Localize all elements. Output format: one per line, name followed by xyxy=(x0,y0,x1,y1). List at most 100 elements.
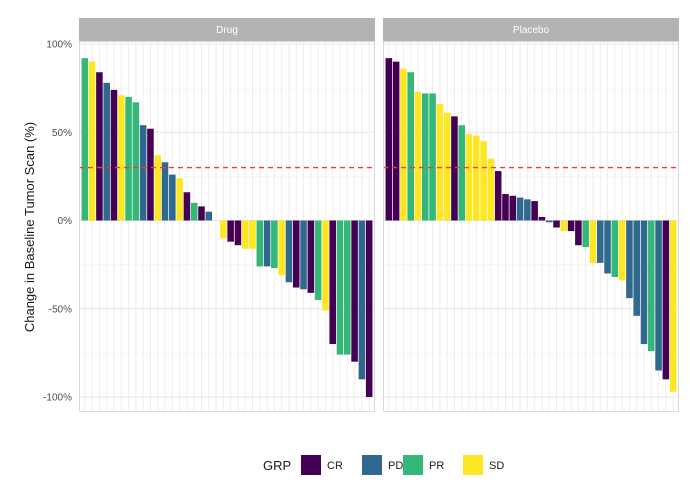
bar-sd xyxy=(249,220,256,249)
bar-sd xyxy=(465,134,473,221)
bar-pr xyxy=(190,202,198,221)
bar-cr xyxy=(227,220,234,242)
bar-cr xyxy=(183,192,191,221)
bar-pr xyxy=(648,220,655,352)
legend-item-pr: PR xyxy=(403,455,444,475)
legend-swatch xyxy=(362,455,382,475)
bar-sd xyxy=(154,155,162,221)
bar-cr xyxy=(662,220,670,380)
facet-strip-label: Placebo xyxy=(513,25,550,36)
bar-sd xyxy=(487,158,495,221)
facet-strip xyxy=(79,18,375,41)
bar-pr xyxy=(582,220,589,247)
bar-pd xyxy=(103,82,110,221)
bar-sd xyxy=(118,95,125,221)
bar-cr xyxy=(96,72,103,221)
legend: GRP CR PD PR SD xyxy=(263,455,504,475)
bar-pd xyxy=(300,220,307,290)
bar-cr xyxy=(451,116,458,221)
bar-sd xyxy=(88,61,96,221)
legend-swatch xyxy=(301,455,321,475)
bar-sd xyxy=(473,135,480,221)
bar-cr xyxy=(494,171,502,221)
bar-pd xyxy=(139,125,147,221)
y-axis-title: Change in Baseline Tumor Scan (%) xyxy=(22,122,37,332)
bar-sd xyxy=(241,220,249,249)
legend-label: PR xyxy=(429,460,444,472)
bar-cr xyxy=(307,220,315,293)
bars xyxy=(81,58,373,397)
bar-pd xyxy=(358,220,366,380)
y-axis: 100% 50% 0% -50% -100% xyxy=(43,40,72,404)
bar-pd xyxy=(524,199,531,221)
panel-border xyxy=(79,41,375,412)
legend-label: PD xyxy=(388,460,403,472)
y-tick-label: 50% xyxy=(52,128,72,139)
bar-pd xyxy=(640,220,648,345)
facet-strip xyxy=(383,18,679,41)
y-tick-label: 100% xyxy=(46,40,72,51)
bar-pd xyxy=(596,220,604,263)
bar-sd xyxy=(443,112,451,221)
bar-pr xyxy=(256,220,264,267)
bar-cr xyxy=(351,220,358,362)
bar-sd xyxy=(220,220,227,239)
bar-sd xyxy=(436,104,444,221)
bar-cr xyxy=(575,220,582,246)
bar-cr xyxy=(365,220,373,397)
bar-cr xyxy=(392,61,400,221)
bar-cr xyxy=(502,194,509,221)
bar-pd xyxy=(655,220,662,371)
bar-sd xyxy=(400,68,407,221)
bar-cr xyxy=(509,195,517,221)
bar-cr xyxy=(110,89,118,221)
y-tick-label: 0% xyxy=(58,216,73,227)
bar-pr xyxy=(132,102,140,221)
facet-panel-placebo: Placebo xyxy=(383,18,679,412)
bar-sd xyxy=(480,141,487,221)
y-tick-label: -100% xyxy=(43,393,72,404)
legend-title: GRP xyxy=(263,458,291,473)
bar-pd xyxy=(626,220,633,299)
bar-sd xyxy=(278,220,285,276)
bar-pr xyxy=(429,93,436,221)
legend-item-cr: CR xyxy=(301,455,343,475)
bar-pd xyxy=(263,220,271,267)
bar-pr xyxy=(271,220,278,269)
bars xyxy=(385,58,677,392)
bar-sd xyxy=(176,178,183,221)
bar-pd xyxy=(205,211,213,221)
bar-pr xyxy=(458,125,466,221)
bar-cr xyxy=(567,220,575,232)
bar-pd xyxy=(516,197,524,221)
bar-pr xyxy=(344,220,351,355)
bar-sd xyxy=(589,220,597,263)
legend-item-sd: SD xyxy=(463,455,504,475)
legend-swatch xyxy=(463,455,483,475)
bar-pd xyxy=(633,220,640,316)
bar-pd xyxy=(545,220,553,223)
bar-cr xyxy=(292,220,300,288)
bar-pr xyxy=(336,220,344,355)
facet-panel-drug: Drug xyxy=(79,18,375,412)
bar-cr xyxy=(234,220,242,246)
bar-cr xyxy=(329,220,336,345)
legend-item-pd: PD xyxy=(362,455,403,475)
facet-strip-label: Drug xyxy=(216,25,238,36)
legend-label: SD xyxy=(489,460,504,472)
bar-pr xyxy=(422,93,429,221)
legend-swatch xyxy=(403,455,423,475)
bar-cr xyxy=(538,216,546,221)
bar-pr xyxy=(314,220,322,300)
bar-cr xyxy=(198,206,205,221)
bar-cr xyxy=(553,220,560,228)
bar-pd xyxy=(169,174,176,221)
bar-pr xyxy=(611,220,619,277)
bar-cr xyxy=(147,128,154,221)
bar-pr xyxy=(125,96,132,221)
bar-pr xyxy=(81,58,89,221)
legend-label: CR xyxy=(327,460,343,472)
bar-pd xyxy=(161,162,169,221)
y-tick-label: -50% xyxy=(49,304,72,315)
